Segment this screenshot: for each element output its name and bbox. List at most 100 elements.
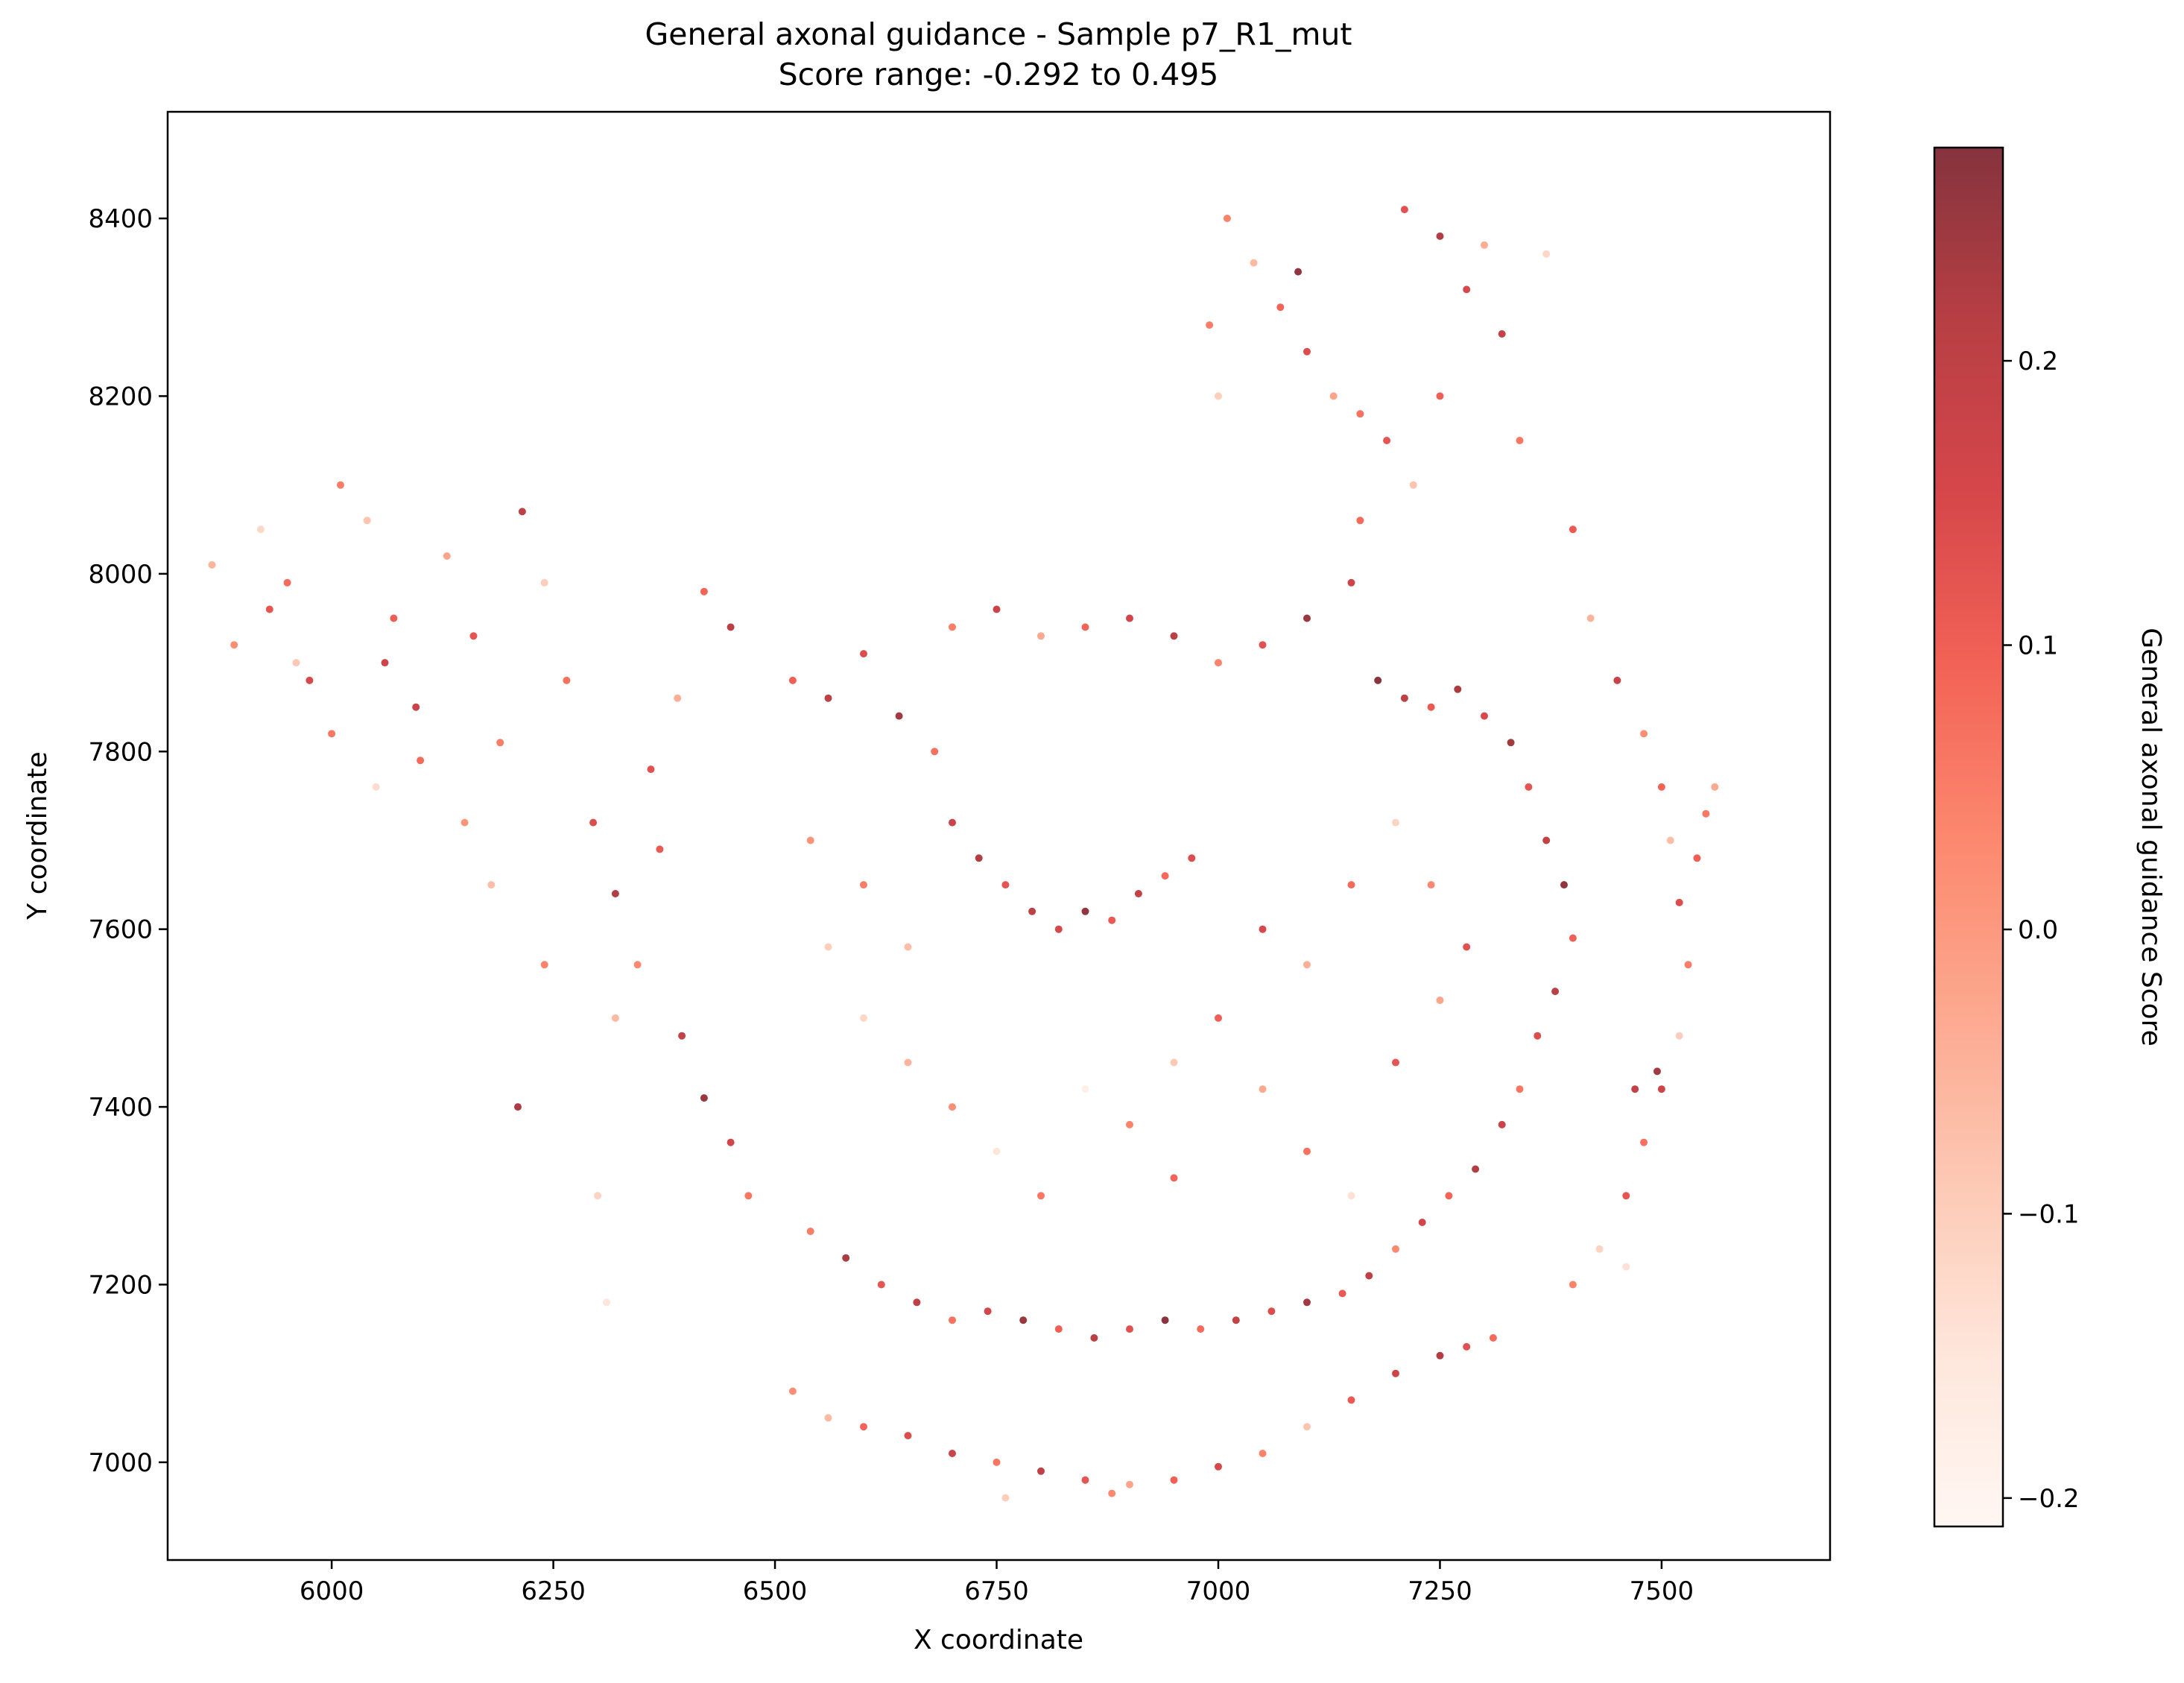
chart-subtitle: Score range: -0.292 to 0.495: [779, 57, 1219, 92]
data-point: [1569, 1281, 1577, 1289]
data-point: [518, 508, 526, 516]
data-point: [1126, 1480, 1133, 1488]
data-point: [1303, 614, 1311, 622]
data-point: [993, 1458, 1001, 1466]
x-axis-label: X coordinate: [914, 1625, 1083, 1655]
data-point: [1019, 1316, 1028, 1324]
data-point: [913, 1298, 921, 1307]
data-point: [824, 943, 832, 951]
data-point: [306, 676, 314, 684]
data-point: [1569, 934, 1577, 942]
data-point: [806, 836, 814, 844]
data-point: [1108, 1489, 1116, 1497]
data-point: [949, 623, 956, 631]
data-point: [1223, 215, 1231, 222]
data-point: [1001, 881, 1010, 889]
data-point: [806, 1228, 814, 1235]
x-tick-label: 6750: [964, 1576, 1029, 1606]
data-point: [1542, 250, 1551, 258]
x-tick-label: 6500: [743, 1576, 808, 1606]
data-point: [1134, 890, 1142, 897]
data-point: [1657, 1085, 1665, 1093]
data-point: [1161, 1316, 1169, 1324]
data-point: [1276, 303, 1285, 312]
y-axis: 7000 7200 7400 7600 7800 8000 8200 8400: [88, 204, 168, 1478]
data-point: [487, 881, 496, 889]
data-point: [1347, 881, 1355, 889]
data-point: [417, 757, 425, 765]
data-point: [1383, 437, 1391, 444]
x-tick-label: 7250: [1408, 1576, 1472, 1606]
data-point: [1613, 676, 1621, 684]
data-point: [1170, 1476, 1178, 1484]
data-point: [1206, 321, 1214, 329]
data-point: [1498, 330, 1506, 338]
data-point: [540, 961, 548, 969]
y-tick-label: 8400: [88, 204, 153, 234]
data-point: [540, 578, 548, 587]
data-point: [824, 694, 832, 702]
data-point: [1400, 206, 1408, 214]
data-point: [1551, 988, 1560, 996]
data-point: [647, 765, 655, 774]
data-point: [949, 1450, 956, 1457]
data-point: [1392, 1245, 1399, 1253]
y-tick-label: 7400: [88, 1093, 153, 1122]
data-point: [788, 1387, 797, 1395]
y-tick-label: 7800: [88, 737, 153, 767]
data-point: [328, 730, 336, 738]
data-point: [633, 961, 642, 969]
data-point: [611, 1014, 619, 1022]
data-point: [514, 1103, 522, 1111]
data-point: [1054, 1325, 1063, 1333]
colorbar-tick-label: 0.0: [2018, 915, 2058, 945]
colorbar-tick-label: 0.2: [2018, 347, 2058, 376]
data-point: [1418, 1219, 1426, 1226]
data-point: [1454, 685, 1462, 693]
colorbar: [1934, 148, 2003, 1526]
data-point: [1356, 517, 1364, 525]
colorbar-axis: −0.2 −0.1 0.0 0.1 0.2: [2003, 347, 2080, 1514]
data-point: [1489, 1334, 1497, 1342]
data-point: [1560, 881, 1568, 889]
data-point: [1516, 1085, 1524, 1093]
data-point: [1569, 525, 1577, 534]
data-point: [1374, 676, 1382, 684]
data-point: [824, 1414, 832, 1422]
data-point: [443, 552, 451, 560]
data-point: [1392, 818, 1399, 827]
data-point: [1622, 1263, 1630, 1271]
data-point: [860, 1014, 867, 1022]
y-axis-label: Y coordinate: [22, 751, 53, 920]
data-point: [1170, 1174, 1178, 1182]
data-point: [1507, 739, 1515, 747]
data-point: [1463, 285, 1471, 294]
data-point: [975, 854, 983, 862]
data-point: [1126, 1325, 1133, 1333]
data-point: [496, 739, 504, 747]
data-point: [372, 783, 380, 791]
data-point: [603, 1298, 610, 1307]
data-point: [1657, 783, 1665, 791]
data-point: [1675, 1032, 1683, 1040]
data-point: [1481, 241, 1488, 249]
data-point: [1081, 1085, 1089, 1093]
y-tick-label: 8000: [88, 560, 153, 590]
data-point: [993, 1147, 1001, 1155]
data-point: [1481, 712, 1488, 720]
data-point: [1303, 1147, 1311, 1155]
data-point: [1347, 578, 1355, 587]
data-point: [1126, 1120, 1133, 1128]
data-point: [1542, 836, 1551, 844]
y-tick-label: 7000: [88, 1448, 153, 1478]
data-point: [1303, 347, 1311, 356]
data-point: [1329, 392, 1338, 400]
data-point: [1037, 1192, 1045, 1200]
data-point: [700, 587, 708, 596]
data-point: [1631, 1085, 1639, 1093]
data-point: [1392, 1058, 1399, 1067]
data-point: [469, 632, 478, 640]
data-point: [1001, 1494, 1010, 1502]
data-point: [1161, 872, 1169, 880]
